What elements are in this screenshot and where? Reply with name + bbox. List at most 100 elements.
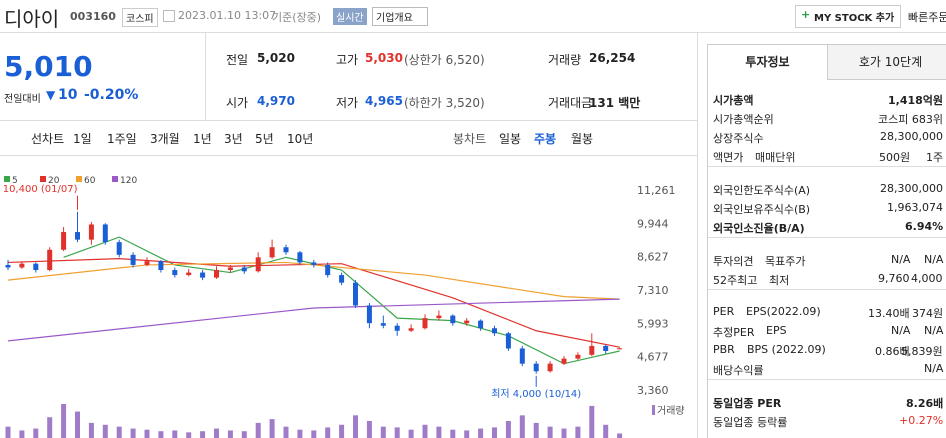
stat-label: 거래대금 — [548, 96, 593, 110]
candle-body — [297, 252, 303, 263]
candle-body — [33, 263, 39, 271]
volume-bar — [561, 428, 567, 438]
volume-bar — [241, 431, 247, 438]
candle-body — [492, 328, 497, 334]
divider — [708, 379, 946, 380]
stock-code: 003160 — [70, 10, 116, 23]
period-tab[interactable]: 1년 — [193, 132, 212, 146]
period-tab[interactable]: 5년 — [255, 132, 274, 146]
info-value: 13.40배 — [868, 307, 910, 320]
period-tab[interactable]: 일봉 — [499, 132, 522, 146]
stat-value: 4,965 — [365, 94, 403, 108]
period-tab[interactable]: 10년 — [287, 132, 314, 146]
candle-body — [19, 263, 25, 268]
period-tab[interactable]: 3년 — [224, 132, 243, 146]
volume-bar — [269, 419, 275, 438]
info-value: 28,300,000 — [880, 182, 943, 195]
volume-bar — [464, 430, 470, 438]
info-value: 1,418억원 — [888, 94, 944, 107]
period-tab[interactable]: 3개월 — [150, 132, 180, 146]
y-tick-label: 4,677 — [637, 351, 669, 364]
stat-value: 131 백만 — [589, 96, 641, 110]
legend-label: 20 — [48, 176, 60, 186]
volume-bar — [297, 429, 303, 438]
volume-bar — [19, 430, 25, 438]
plus-icon: + — [801, 8, 811, 21]
legend-label: 120 — [120, 176, 137, 186]
volume-bar — [5, 426, 11, 438]
volume-bar — [519, 415, 525, 438]
info-label: 외국인보유주식수(B) — [713, 203, 811, 216]
info-value: 6.94% — [905, 220, 944, 233]
divider — [0, 155, 697, 156]
info-value: 9,760 — [878, 272, 910, 285]
volume-bar — [61, 404, 67, 438]
candle-body — [283, 247, 289, 253]
period-tab[interactable]: 주봉 — [534, 132, 557, 146]
calendar-icon — [163, 10, 175, 22]
info-label: 매매단위 — [755, 151, 796, 164]
volume-bar — [533, 422, 539, 438]
info-tab[interactable]: 호가 10단계 — [827, 45, 946, 80]
divider — [0, 120, 697, 121]
legend-label: 5 — [12, 176, 18, 186]
price: 5,010 — [4, 50, 93, 83]
divider — [0, 32, 946, 33]
candle-body — [214, 270, 219, 278]
candle-body — [227, 267, 233, 271]
volume-bar — [172, 430, 178, 438]
volume-bar — [547, 426, 553, 438]
info-value: N/A — [924, 362, 944, 375]
legend-swatch — [652, 405, 655, 415]
overview-button[interactable]: 기업개요 — [372, 7, 428, 26]
info-value: 1주 — [926, 151, 944, 164]
volume-legend: 거래량 — [657, 405, 685, 417]
candle-body — [116, 242, 122, 255]
period-tab[interactable]: 1일 — [73, 132, 92, 146]
volume-bar — [436, 426, 442, 438]
info-value: 1,963,074 — [887, 201, 943, 214]
info-value: N/A — [891, 253, 911, 266]
period-tab[interactable]: 월봉 — [571, 132, 594, 146]
candle-body — [394, 325, 400, 331]
candle-body — [589, 345, 595, 355]
info-panel — [707, 44, 946, 438]
candle-body — [561, 358, 567, 364]
stat-label: 고가 — [336, 53, 359, 67]
volume-bar — [102, 424, 108, 438]
candle-body — [519, 348, 525, 364]
volume-bar — [214, 428, 219, 438]
legend-swatch — [40, 176, 46, 182]
candle-body — [158, 261, 164, 271]
candle-body — [75, 232, 80, 240]
candle-body — [408, 328, 414, 331]
info-label: 투자의견 — [713, 255, 754, 268]
info-tab[interactable]: 투자정보 — [745, 55, 790, 69]
volume-bar — [116, 426, 122, 438]
volume-bar — [589, 405, 595, 438]
candle-body — [450, 315, 456, 324]
info-value: 28,300,000 — [880, 130, 943, 143]
candle-body — [5, 264, 11, 268]
info-label: 액면가 — [713, 151, 744, 164]
period-tab[interactable]: 1주일 — [107, 132, 137, 146]
mystock-button[interactable]: MY STOCK 추가 — [795, 5, 902, 28]
basis: 기준(장중) — [272, 11, 322, 24]
stat-value: 26,254 — [589, 51, 636, 65]
change-label: 전일대비 — [4, 94, 41, 105]
quick-order[interactable]: 빠른주문 — [908, 11, 946, 24]
candle-body — [422, 318, 428, 329]
candle-body — [505, 333, 511, 349]
candle-body — [88, 224, 94, 240]
candle-body — [380, 323, 386, 326]
volume-bar — [339, 424, 345, 438]
candle-body — [200, 272, 206, 278]
volume-bar — [200, 431, 206, 438]
y-tick-label: 5,993 — [637, 317, 669, 330]
volume-bar — [408, 429, 414, 438]
divider — [697, 33, 698, 438]
y-tick-label: 8,627 — [637, 251, 669, 264]
candle-body — [255, 257, 261, 272]
stock-name: 디아이 — [4, 7, 60, 31]
volume-bar — [603, 424, 609, 438]
